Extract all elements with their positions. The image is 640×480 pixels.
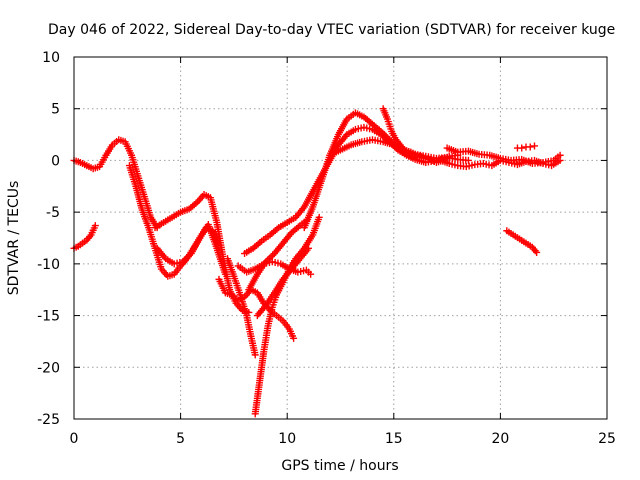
data-point [526,143,534,151]
data-point [518,144,526,152]
x-axis-label: GPS time / hours [281,458,398,474]
data-point [91,222,99,230]
x-tick-label: 25 [598,431,616,447]
x-tick-label: 0 [70,431,79,447]
data-point [531,142,539,150]
grid [74,57,607,419]
data-markers [70,105,564,418]
plot-frame [73,56,608,420]
data-point [556,156,564,164]
y-tick-label: -25 [37,412,60,428]
y-tick-label: -10 [37,257,60,273]
chart-title: Day 046 of 2022, Sidereal Day-to-day VTE… [48,22,615,38]
data-point [533,248,541,256]
data-point [267,253,275,261]
x-tick-label: 20 [491,431,509,447]
y-tick-label: 0 [51,153,60,169]
y-tick-label: -20 [37,360,60,376]
data-point [307,270,315,278]
y-axis-label: SDTVAR / TECUs [6,181,22,296]
data-point [290,334,298,342]
x-tick-label: 10 [278,431,296,447]
data-point [315,213,323,221]
y-tick-label: -15 [37,309,60,325]
data-point [251,351,259,359]
y-tick-label: -5 [46,205,60,221]
x-tick-label: 15 [385,431,403,447]
data-point [221,270,229,278]
data-point [305,244,313,252]
y-tick-label: 10 [42,50,60,66]
axis-ticks: 0 5 10 15 20 25 -25 -20 -15 -10 -5 0 5 10 [37,50,616,447]
x-tick-label: 5 [176,431,185,447]
y-tick-label: 5 [51,102,60,118]
data-point [464,156,472,164]
